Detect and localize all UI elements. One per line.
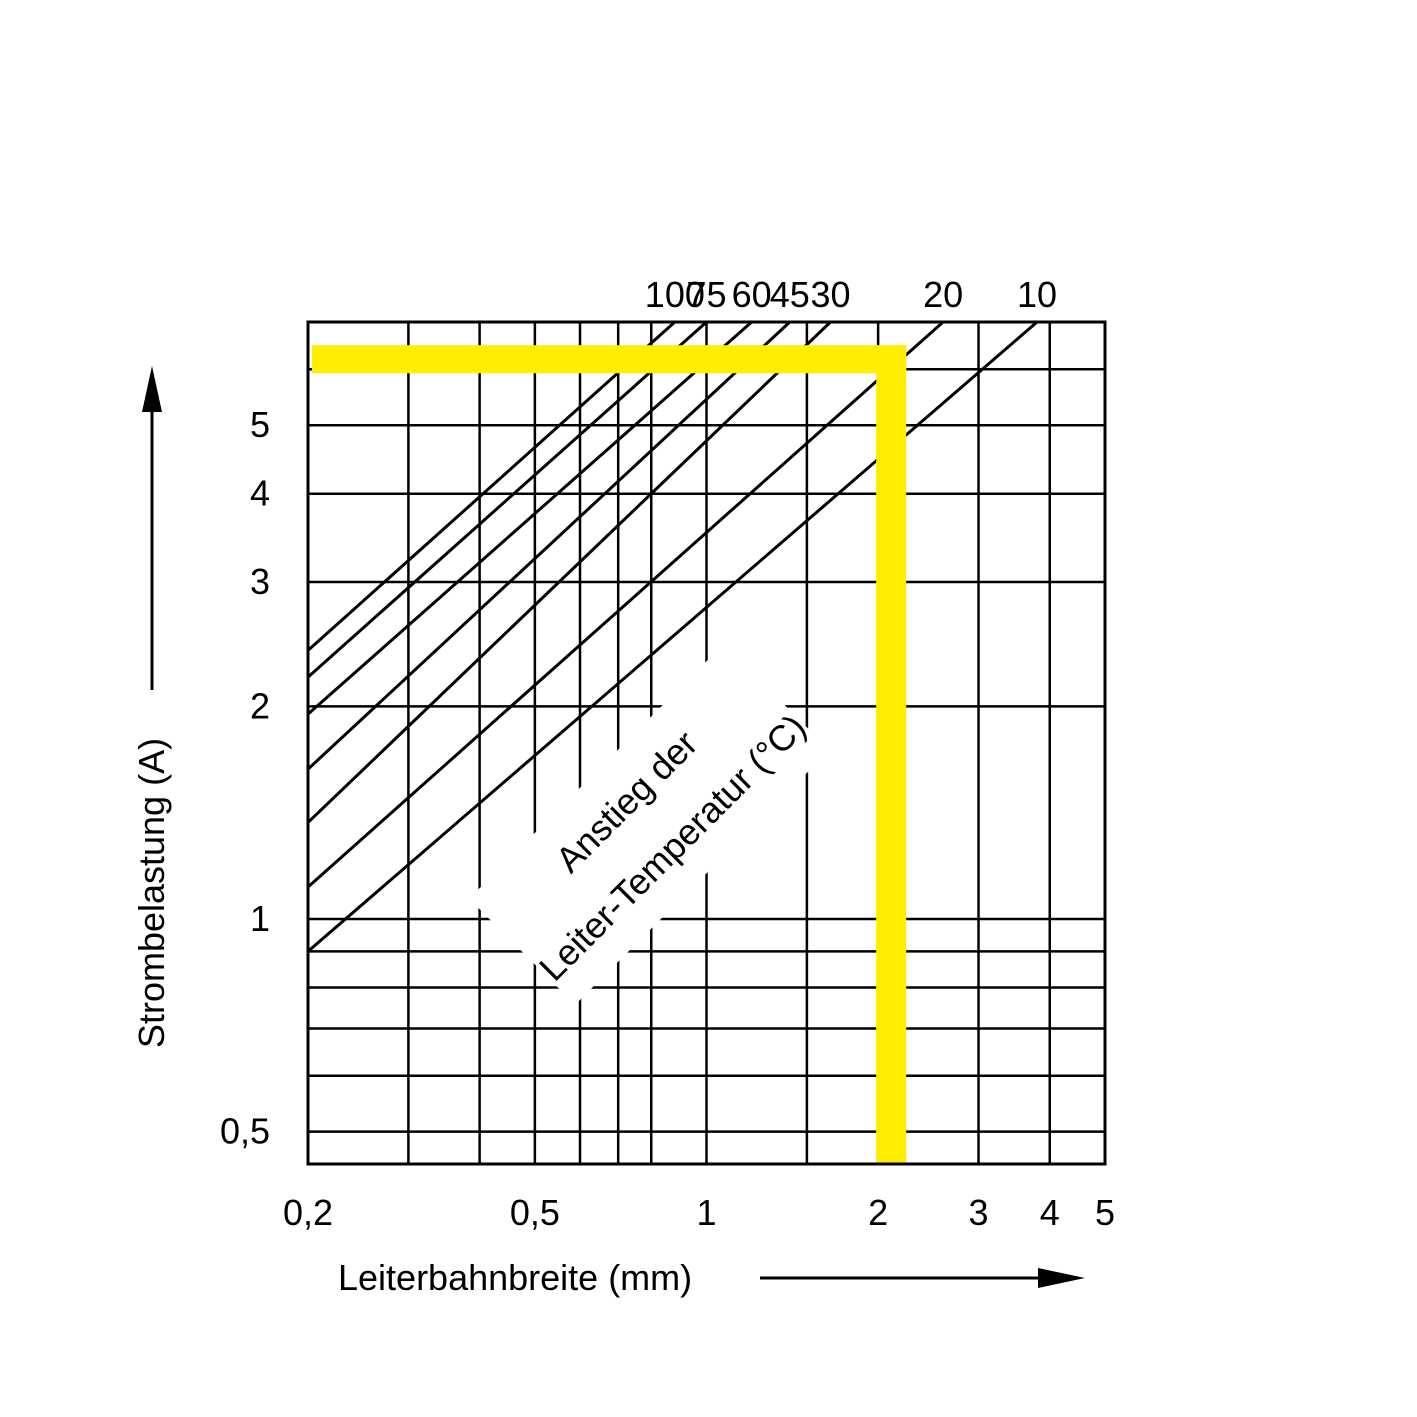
y-tick-label: 4 (250, 473, 270, 514)
x-tick-label: 2 (868, 1192, 888, 1233)
temperature-line-10 (308, 322, 1039, 953)
x-tick-label: 0,2 (283, 1192, 333, 1233)
series-label-60: 60 (732, 274, 772, 315)
temperature-line-45 (308, 322, 791, 771)
temperature-line-100 (308, 322, 676, 652)
y-tick-labels: 0,5 1 2 3 4 5 (220, 404, 270, 1151)
temperature-line-30 (308, 322, 832, 824)
series-label-100: 100 (645, 274, 705, 315)
y-axis-label: Strombelastung (A) (131, 738, 172, 1048)
x-axis-label: Leiterbahnbreite (mm) (338, 1257, 692, 1298)
y-tick-label: 0,5 (220, 1111, 270, 1152)
x-tick-labels: 0,2 0,5 1 2 3 4 5 (283, 1192, 1115, 1233)
x-tick-label: 3 (969, 1192, 989, 1233)
series-label-75: 75 (686, 274, 726, 315)
annotation-background (469, 644, 830, 1005)
y-tick-label: 1 (250, 898, 270, 939)
highlight-group (312, 345, 907, 1164)
y-tick-label: 5 (250, 404, 270, 445)
plot-frame (306, 320, 1107, 1166)
series-label-20: 20 (923, 274, 963, 315)
y-axis-arrow-head (142, 366, 162, 412)
x-tick-label: 4 (1040, 1192, 1060, 1233)
x-axis-arrow-head (1038, 1268, 1085, 1288)
x-tick-label: 1 (696, 1192, 716, 1233)
x-tick-label: 5 (1095, 1192, 1115, 1233)
y-tick-label: 2 (250, 685, 270, 726)
series-label-45: 45 (770, 274, 810, 315)
series-label-10: 10 (1017, 274, 1057, 315)
temperature-line-60 (308, 322, 753, 716)
temperature-line-20 (308, 322, 945, 889)
highlight-vertical (876, 345, 907, 1164)
temperature-line-75 (308, 322, 708, 679)
x-tick-label: 0,5 (510, 1192, 560, 1233)
temperature-lines (308, 322, 1039, 953)
series-label-30: 30 (810, 274, 850, 315)
highlight-horizontal (312, 345, 907, 374)
y-tick-label: 3 (250, 561, 270, 602)
